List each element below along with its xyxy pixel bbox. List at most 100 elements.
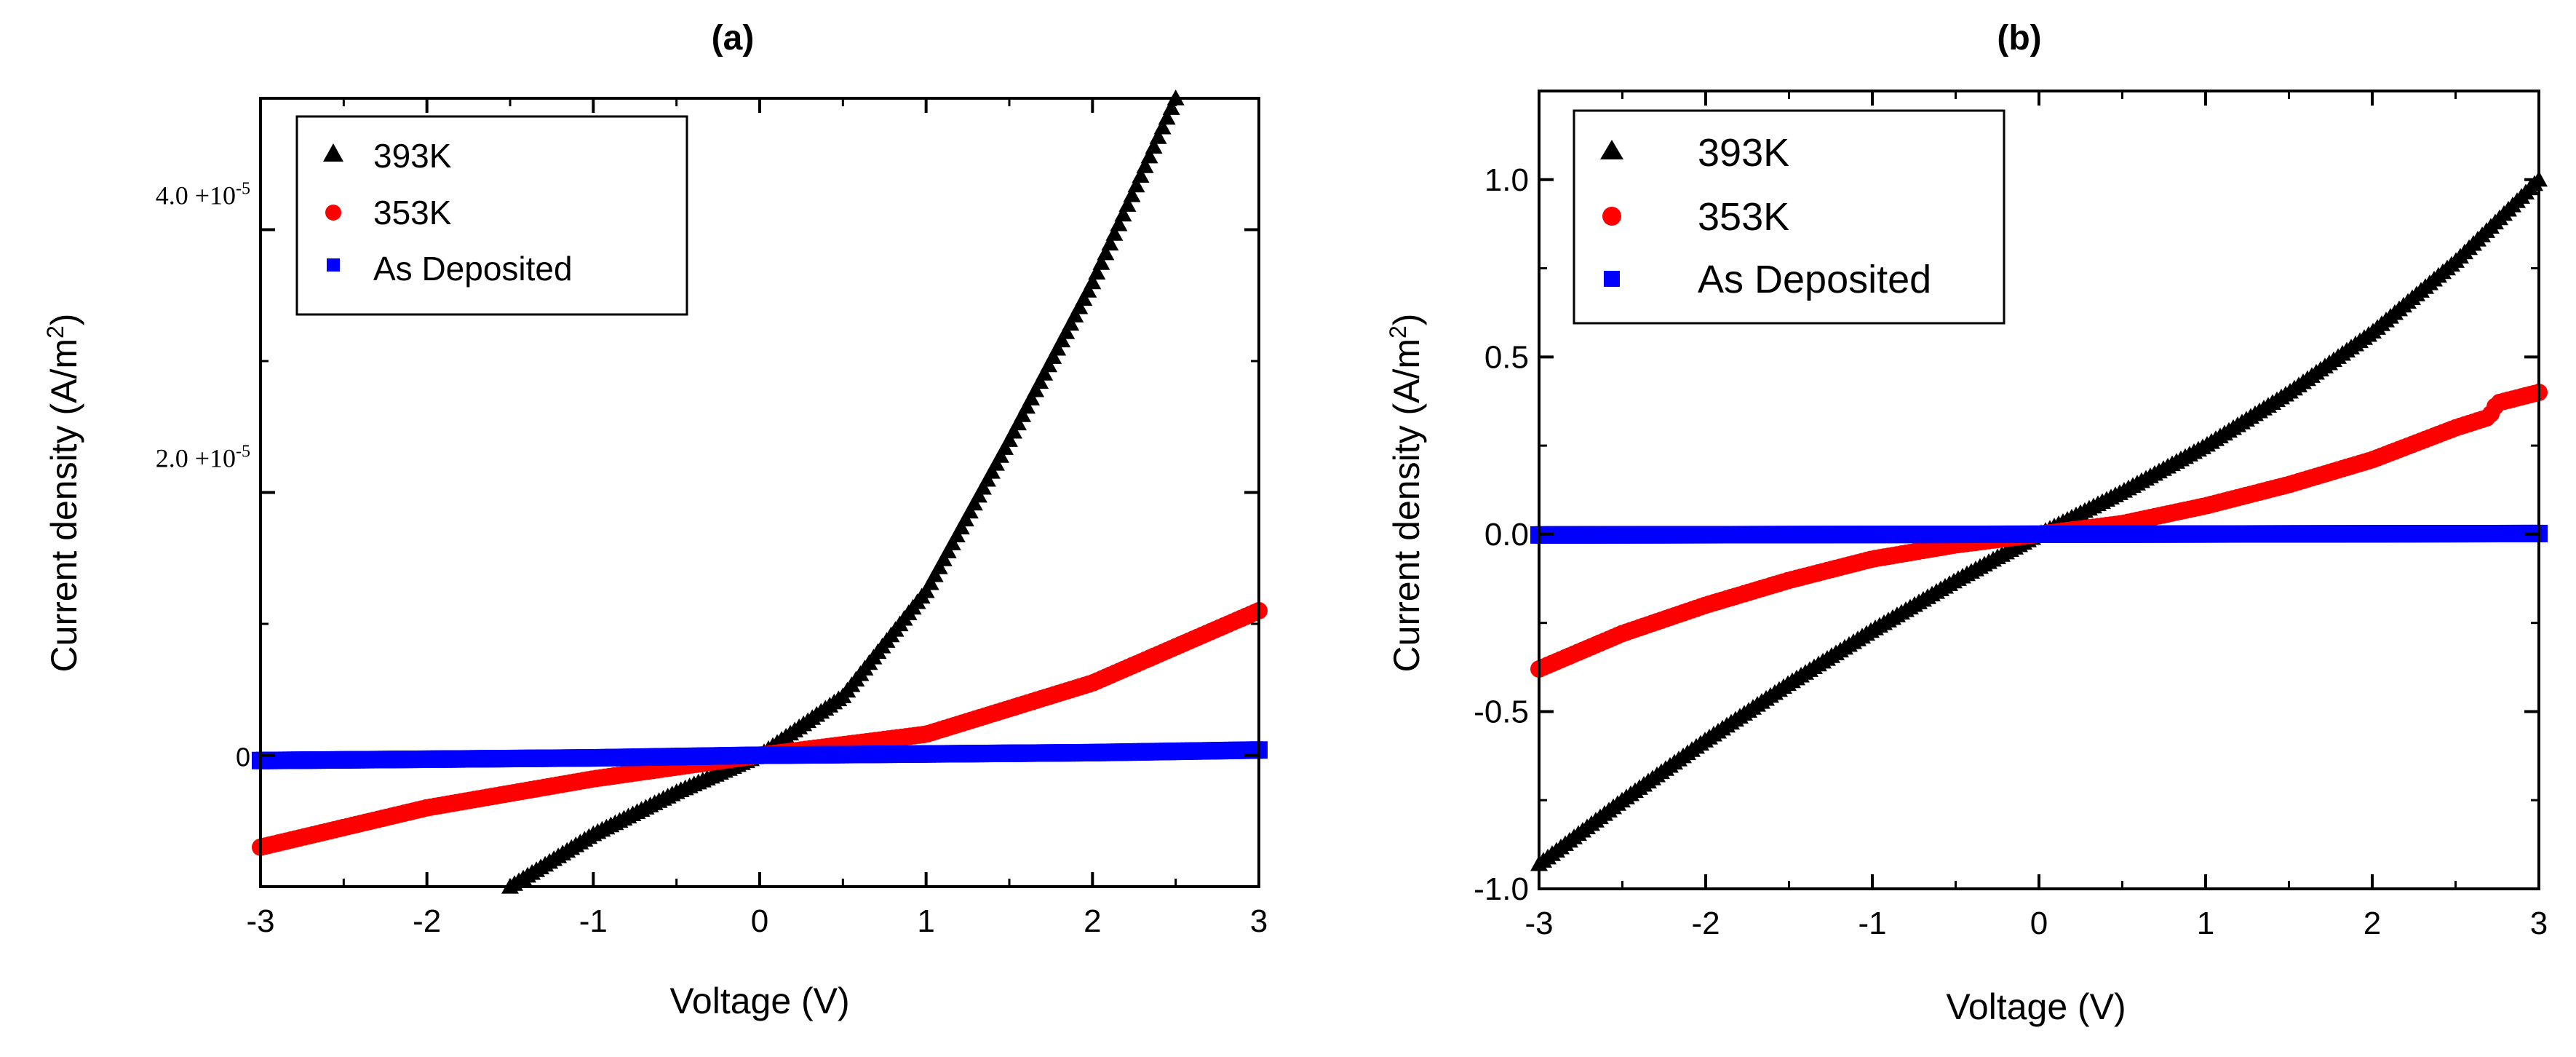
point-393k: [1153, 118, 1172, 135]
point-393k: [1123, 186, 1141, 202]
point-393k: [1101, 234, 1119, 251]
point-393k: [987, 455, 1005, 471]
x-tick-label: -1: [1858, 906, 1886, 941]
y-tick-label: -0.5: [1474, 694, 1529, 729]
panel-b-ylabel-sup: 2: [1385, 325, 1411, 339]
point-393k: [1053, 331, 1071, 348]
point-393k: [1022, 389, 1041, 405]
point-393k: [1162, 99, 1180, 115]
point-393k: [1114, 205, 1132, 222]
point-393k: [956, 510, 974, 527]
point-393k: [1049, 339, 1067, 356]
y-tick-label: 2.0 +10-5: [156, 443, 250, 473]
x-tick-label: 3: [2530, 906, 2548, 941]
legend-marker-as-deposited: [327, 258, 340, 272]
y-tick-label-base: 2.0 +10: [156, 444, 236, 473]
legend-marker-393k: [323, 143, 343, 162]
point-393k: [1132, 167, 1150, 183]
point-393k: [1136, 157, 1154, 173]
point-393k: [982, 463, 1001, 479]
point-393k: [1062, 314, 1080, 331]
x-tick-label: 0: [751, 903, 768, 939]
panel-b-title: (b): [1997, 19, 2041, 58]
point-393k: [969, 486, 987, 503]
panel-b-ylabel-close: ): [1386, 314, 1427, 326]
panel-a-axes: -3 -2 -1 0 1 2 302.0 +10-54.0 +10-5: [156, 98, 1268, 939]
y-tick-label-base: 4.0 +10: [156, 181, 236, 210]
panel-b-axes: -3 -2 -1 0 1 2 3 -1.0 -0.5 0.0 0.5 1.0: [1474, 91, 2548, 941]
point-393k: [1031, 373, 1049, 389]
point-393k: [1127, 176, 1145, 193]
y-tick-label-exponent: -5: [236, 180, 250, 199]
point-393k: [1018, 397, 1036, 414]
panel-a-title: (a): [712, 19, 755, 58]
y-tick-label: 0: [236, 743, 250, 772]
point-393k: [974, 478, 992, 495]
y-tick-label: 0.0: [1484, 517, 1529, 553]
x-tick-label: -2: [1691, 906, 1720, 941]
point-393k: [1158, 108, 1176, 125]
panel-b: (b) -3 -2 -1 0 1 2 3 -1.0 -0.5 0.0 0.5 1.0 Current …: [1385, 19, 2548, 1027]
panel-a-series: [252, 90, 1268, 894]
point-393k: [1044, 348, 1062, 364]
x-tick-label: -2: [413, 903, 441, 939]
point-393k: [1110, 215, 1128, 231]
point-393k: [1040, 356, 1058, 373]
point-393k: [1075, 290, 1093, 306]
panel-a-ylabel-main: Current density (A/m: [44, 339, 84, 672]
point-393k: [1105, 225, 1124, 241]
point-393k: [952, 518, 970, 535]
y-tick-label: -1.0: [1474, 871, 1529, 907]
panel-a: (a) -3 -2 -1 0 1 2 302.0 +10-54.0 +10-5 Curren…: [42, 19, 1268, 1021]
x-tick-label: -3: [1524, 906, 1553, 941]
panel-b-xlabel: Voltage (V): [1946, 986, 2126, 1027]
legend-label-as-deposited: As Deposited: [373, 250, 573, 288]
x-tick-label: 2: [2364, 906, 2381, 941]
x-tick-label: 1: [917, 903, 934, 939]
panel-b-ylabel: Current density (A/m2): [1385, 314, 1427, 673]
x-tick-label: 1: [2197, 906, 2214, 941]
point-393k: [1014, 406, 1032, 422]
legend-marker-393k: [1600, 140, 1623, 159]
point-393k: [1005, 422, 1023, 439]
y-tick-label: 0.5: [1484, 339, 1529, 375]
point-393k: [995, 439, 1014, 455]
panel-a-ylabel-close: ): [44, 314, 84, 326]
point-393k: [917, 582, 935, 598]
panel-b-series: [1530, 170, 2548, 871]
x-tick-label: 2: [1084, 903, 1101, 939]
point-393k: [1149, 128, 1167, 144]
point-393k: [1070, 298, 1089, 314]
point-393k: [1084, 273, 1102, 290]
legend-label-353k: 353K: [373, 194, 452, 231]
panel-a-ylabel-sup: 2: [42, 325, 68, 339]
x-tick-label: -3: [246, 903, 274, 939]
panel-b-legend-box: [1573, 109, 2005, 325]
panel-b-ylabel-main: Current density (A/m: [1386, 339, 1427, 672]
y-tick-label-exponent: -5: [236, 443, 250, 462]
point-393k: [1145, 138, 1163, 154]
point-393k: [1057, 323, 1076, 339]
legend-label-393k: 393K: [1698, 131, 1789, 175]
point-393k: [926, 566, 944, 582]
point-393k: [930, 558, 948, 574]
point-393k: [921, 574, 939, 590]
point-393k: [934, 550, 953, 566]
panel-a-legend-box: [295, 115, 688, 316]
point-393k: [965, 494, 983, 511]
legend-marker-353k: [325, 205, 341, 221]
point-393k: [947, 526, 966, 542]
legend-label-as-deposited: As Deposited: [1698, 258, 1931, 301]
point-393k: [1140, 147, 1158, 164]
legend-label-393k: 393K: [373, 137, 452, 175]
point-393k: [1079, 282, 1097, 298]
point-393k: [939, 542, 957, 558]
legend-marker-as-deposited: [1604, 271, 1620, 287]
panel-b-legend: 393K 353K As Deposited: [1573, 109, 2005, 325]
point-393k: [943, 534, 961, 550]
point-393k: [1092, 254, 1110, 270]
legend-marker-353k: [1602, 207, 1621, 226]
point-393k: [1035, 365, 1054, 381]
point-393k: [1066, 306, 1084, 322]
